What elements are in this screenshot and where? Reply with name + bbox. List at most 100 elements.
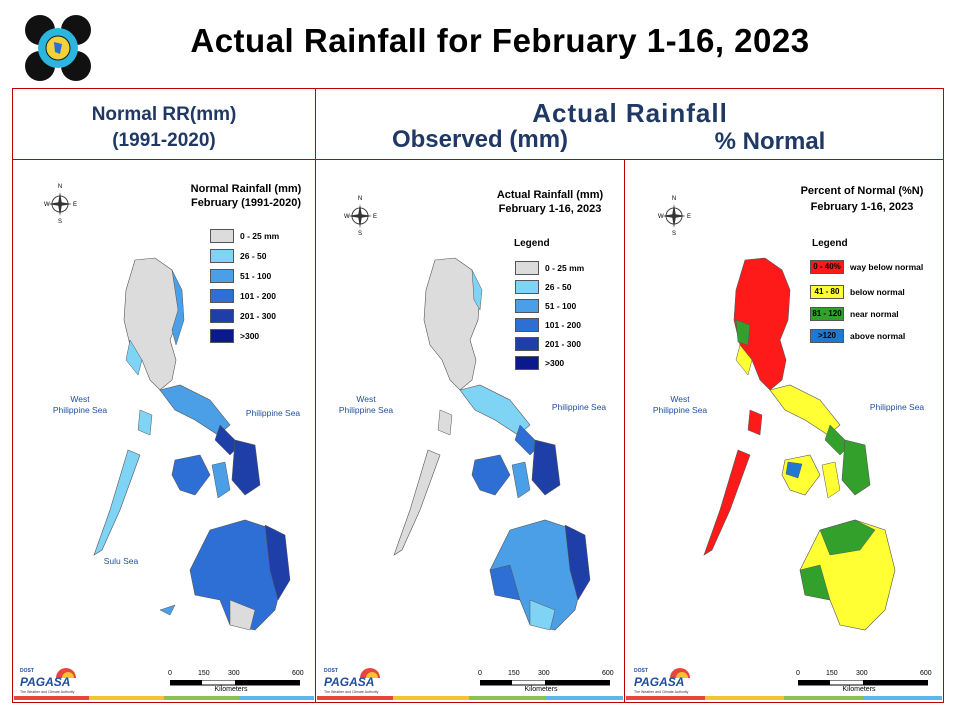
scale-bar-graphic — [170, 680, 300, 686]
observed-rainfall-map — [393, 257, 591, 631]
percent-legend-item: >120 above normal — [810, 328, 905, 344]
normal-sea-west-label-2: Philippine Sea — [52, 405, 108, 415]
normal-sea-west-label-1: West — [70, 394, 90, 404]
legend-label: 26 - 50 — [240, 251, 267, 261]
legend-swatch: >120 — [810, 329, 844, 343]
legend-swatch — [515, 318, 539, 332]
scale-tick: 150 — [826, 670, 838, 677]
panel-percent-title-2: February 1-16, 2023 — [810, 201, 914, 213]
legend-swatch — [210, 249, 234, 263]
legend-label: 51 - 100 — [545, 301, 577, 311]
svg-text:E: E — [73, 202, 77, 208]
color-strip — [14, 696, 89, 700]
svg-text:S: S — [672, 231, 676, 236]
svg-text:PAGASA: PAGASA — [634, 675, 684, 689]
panel-percent-title-1: Percent of Normal (%N) — [800, 185, 924, 197]
svg-text:N: N — [58, 184, 62, 190]
scale-tick: 300 — [856, 670, 868, 677]
legend-range: >120 — [817, 331, 837, 340]
panel-normal-title-1: Normal Rainfall (mm) — [190, 183, 302, 195]
percent-legend-item: 41 - 80 below normal — [810, 284, 905, 300]
scale-tick: 150 — [508, 670, 520, 677]
color-strip — [626, 696, 705, 700]
observed-legend-item: 101 - 200 — [515, 317, 581, 333]
svg-text:W: W — [44, 202, 50, 208]
scale-tick: 0 — [478, 670, 482, 677]
legend-swatch: 81 - 120 — [810, 307, 844, 321]
legend-label: 101 - 200 — [545, 320, 581, 330]
header-actual-rainfall: Actual Rainfall — [532, 98, 728, 128]
compass-rose-icon: N S W E — [44, 184, 77, 224]
panel-observed-title-1: Actual Rainfall (mm) — [496, 189, 604, 201]
color-strip — [545, 696, 623, 700]
svg-text:The Weather and Climate Author: The Weather and Climate Authority — [324, 690, 379, 694]
svg-text:DOST: DOST — [20, 668, 34, 674]
svg-text:W: W — [658, 214, 664, 220]
scale-tick: 600 — [292, 670, 304, 677]
observed-legend-title: Legend — [514, 238, 550, 249]
pagasa-logo: DOST PAGASA The Weather and Climate Auth… — [18, 662, 82, 696]
color-strip — [705, 696, 784, 700]
legend-label: >300 — [240, 331, 260, 341]
scale-bar: 0 150 300 600 Kilometers — [166, 670, 304, 696]
scale-bar: 0 150 300 600 Kilometers — [794, 670, 932, 696]
svg-text:E: E — [373, 214, 377, 220]
color-strip — [469, 696, 545, 700]
normal-legend-item: 101 - 200 — [210, 288, 276, 304]
legend-swatch — [515, 261, 539, 275]
svg-text:DOST: DOST — [634, 668, 648, 674]
legend-range: 41 - 80 — [814, 287, 840, 296]
legend-range: 0 - 40% — [813, 262, 841, 271]
normal-sea-east-label: Philippine Sea — [245, 408, 301, 418]
legend-label: 0 - 25 mm — [240, 231, 280, 241]
legend-swatch — [515, 280, 539, 294]
legend-label: 201 - 300 — [240, 311, 276, 321]
svg-text:The Weather and Climate Author: The Weather and Climate Authority — [20, 690, 75, 694]
svg-text:DOST: DOST — [324, 668, 338, 674]
color-strip — [317, 696, 393, 700]
svg-text:PAGASA: PAGASA — [20, 675, 70, 689]
header-normal-line2: (1991-2020) — [112, 130, 216, 151]
panel-normal-title-2: February (1991-2020) — [190, 197, 302, 209]
svg-text:The Weather and Climate Author: The Weather and Climate Authority — [634, 690, 689, 694]
svg-text:W: W — [344, 214, 350, 220]
percent-sea-west-label-2: Philippine Sea — [652, 405, 708, 415]
legend-swatch: 41 - 80 — [810, 285, 844, 299]
observed-sea-west-label-1: West — [356, 394, 376, 404]
compass-rose-icon: N S W E — [344, 196, 377, 236]
compass-rose-icon: N S W E — [658, 196, 691, 236]
pagasa-logo-graphic: DOST PAGASA The Weather and Climate Auth… — [324, 668, 380, 694]
legend-swatch — [515, 337, 539, 351]
color-strip — [89, 696, 164, 700]
panel-percent-frame — [624, 159, 944, 703]
legend-swatch — [210, 329, 234, 343]
legend-swatch — [210, 309, 234, 323]
normal-sulu-sea-label: Sulu Sea — [103, 556, 139, 566]
legend-swatch — [515, 299, 539, 313]
legend-swatch — [210, 289, 234, 303]
percent-legend-item: 0 - 40% way below normal — [810, 259, 923, 275]
scale-tick: 150 — [198, 670, 210, 677]
observed-sea-west-label-2: Philippine Sea — [338, 405, 394, 415]
legend-label: near normal — [850, 309, 899, 319]
legend-label: 101 - 200 — [240, 291, 276, 301]
legend-label: 51 - 100 — [240, 271, 272, 281]
normal-rainfall-map — [93, 257, 291, 631]
scale-bar: 0 150 300 600 Kilometers — [476, 670, 614, 696]
percent-legend-item: 81 - 120 near normal — [810, 306, 899, 322]
header-normal-line1: Normal RR(mm) — [91, 104, 237, 125]
scale-unit: Kilometers — [214, 686, 248, 693]
scale-bar-graphic — [480, 680, 610, 686]
color-strip — [784, 696, 863, 700]
observed-sea-east-label: Philippine Sea — [551, 402, 607, 412]
scale-tick: 600 — [920, 670, 932, 677]
percent-sea-east-label: Philippine Sea — [869, 402, 925, 412]
legend-swatch — [210, 269, 234, 283]
normal-legend-item: 51 - 100 — [210, 268, 271, 284]
dost-pagasa-logo — [25, 15, 91, 81]
legend-label: below normal — [850, 287, 905, 297]
scale-tick: 0 — [168, 670, 172, 677]
observed-legend-item: >300 — [515, 355, 564, 371]
color-strip — [164, 696, 239, 700]
normal-legend-item: 0 - 25 mm — [210, 228, 279, 244]
